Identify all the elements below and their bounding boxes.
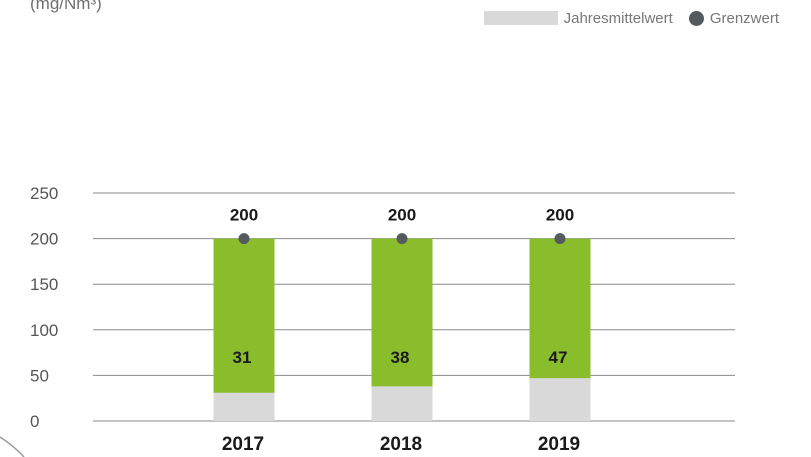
legend-label-mean: Jahresmittelwert [563,9,673,27]
data-labels: 200 31 200 38 200 47 [230,206,574,367]
legend-label-limit: Grenzwert [709,9,779,27]
legend-swatch-limit [688,10,704,26]
x-tick-label-2018: 2018 [380,434,422,455]
legend: Jahresmittelwert Grenzwert [483,7,779,29]
data-label-limit-2017: 200 [230,206,258,225]
y-tick-label-150: 150 [30,275,58,294]
bar-limit-2017 [213,238,275,421]
x-tick-label-2019: 2019 [538,434,580,455]
y-tick-label-250: 250 [30,184,58,203]
y-tick-label-200: 200 [30,230,58,249]
x-tick-label-2017: 2017 [222,434,264,455]
limit-dot-2017 [238,233,250,245]
legend-swatch-mean [483,11,558,25]
unit-label: (mg/Nm³) [30,0,102,13]
bar-mean-2017 [213,392,275,421]
y-tick-labels: 0 50 100 150 200 250 [30,184,58,431]
data-label-mean-2019: 47 [549,348,568,367]
x-tick-labels: 2017 2018 2019 [222,434,580,455]
bar-mean-2018 [371,386,433,421]
limit-dot-2018 [396,233,408,245]
bars [213,233,591,421]
y-tick-label-50: 50 [30,366,49,385]
bar-mean-2019 [529,378,591,421]
limit-dot-2019 [554,233,566,245]
data-label-limit-2019: 200 [546,206,574,225]
decorative-corner-arc [0,436,25,457]
y-tick-label-0: 0 [30,412,39,431]
data-label-mean-2018: 38 [391,348,410,367]
data-label-mean-2017: 31 [233,348,252,367]
data-label-limit-2018: 200 [388,206,416,225]
y-tick-label-100: 100 [30,321,58,340]
